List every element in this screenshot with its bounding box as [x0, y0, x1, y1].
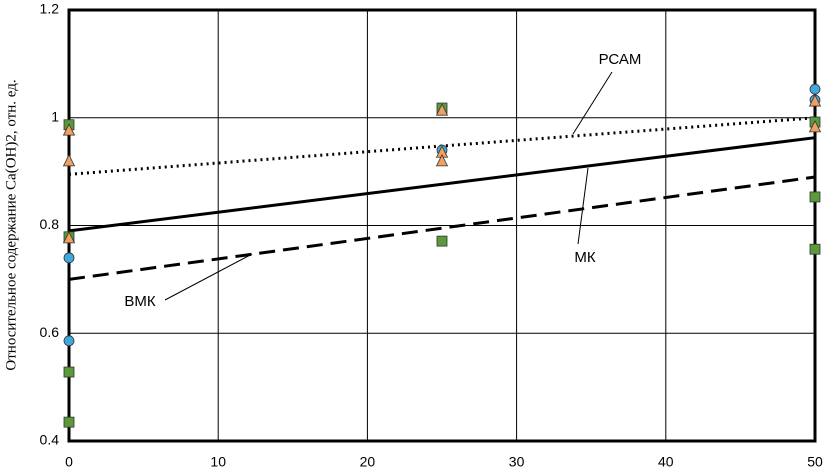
y-axis-label: Относительное содержание Ca(OH)2, отн. е… [3, 79, 19, 370]
trend-line [68, 136, 816, 233]
point [62, 230, 76, 244]
x-tick-label: 20 [360, 454, 376, 470]
y-tick-label: 1 [51, 108, 59, 124]
leader-line [577, 167, 589, 245]
point [62, 123, 76, 136]
plot-border [67, 8, 817, 443]
y-tick-label: 0.8 [40, 216, 60, 232]
point [63, 335, 75, 347]
x-tick-label: 0 [65, 454, 73, 470]
point [63, 416, 75, 428]
line-label: МК [574, 249, 595, 266]
line-label: ВМК [124, 293, 156, 310]
point [63, 366, 75, 378]
point [809, 191, 821, 203]
point [62, 153, 76, 167]
line-label: РСАМ [599, 51, 642, 68]
leader-line [572, 71, 613, 135]
point [435, 103, 449, 116]
y-tick-label: 0.4 [40, 432, 60, 448]
x-tick-label: 10 [210, 454, 226, 470]
trend-line [68, 175, 816, 281]
point [809, 243, 821, 255]
leader-line [164, 253, 253, 301]
point [63, 252, 75, 264]
x-tick-label: 30 [509, 454, 525, 470]
point [435, 153, 449, 167]
point [436, 235, 448, 247]
y-tick-label: 1.2 [40, 1, 60, 17]
x-tick-label: 50 [807, 454, 823, 470]
point [809, 83, 821, 95]
point [808, 94, 822, 107]
y-tick-label: 0.6 [40, 324, 60, 340]
x-tick-label: 40 [658, 454, 674, 470]
point [808, 120, 822, 133]
